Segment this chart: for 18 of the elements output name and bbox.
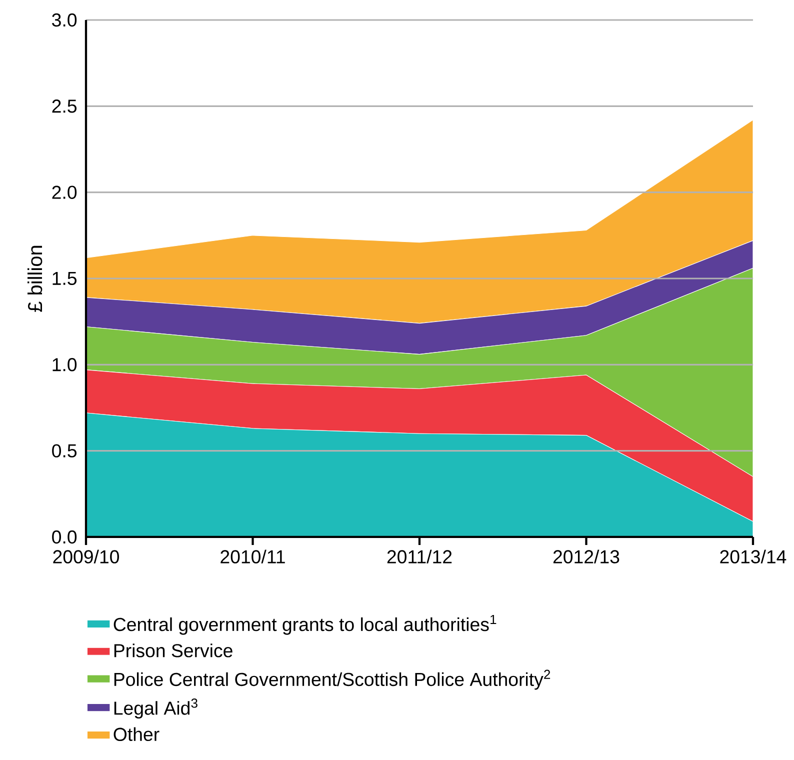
y-tick-label: 2.5 bbox=[52, 100, 77, 113]
y-tick-label: 0.5 bbox=[52, 444, 77, 458]
legend-label: Police Central Government/Scottish Police Authority$^{2}$ bbox=[114, 670, 550, 690]
y-axis-title: £ billion bbox=[28, 246, 42, 312]
x-tick-label: 2012/13 bbox=[553, 550, 620, 564]
legend-label: Central government grants to local authorities$^{1}$ bbox=[114, 614, 496, 635]
y-tick-label: 0.0 bbox=[52, 530, 77, 544]
y-tick-label: 2.0 bbox=[52, 186, 77, 199]
y-tick-label: 3.0 bbox=[52, 13, 77, 27]
y-tick-label: 1.0 bbox=[52, 358, 77, 372]
y-tick-label: 1.5 bbox=[52, 272, 77, 286]
legend-label: Legal Aid$^{3}$ bbox=[114, 698, 198, 719]
x-tick-label: 2013/14 bbox=[720, 550, 786, 564]
legend-label: Prison Service bbox=[114, 644, 232, 658]
x-tick-label: 2009/10 bbox=[53, 550, 120, 564]
legend-label: Other bbox=[114, 727, 160, 742]
x-tick-label: 2010/11 bbox=[220, 550, 285, 564]
x-tick-label: 2011/12 bbox=[387, 550, 452, 564]
